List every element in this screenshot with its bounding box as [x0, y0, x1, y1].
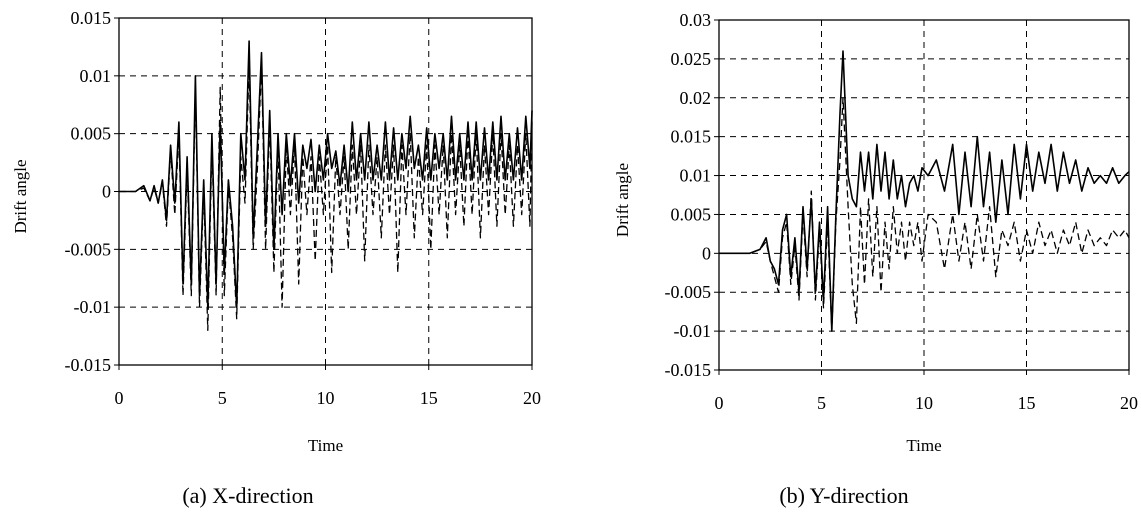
y-tick-label: -0.01 [74, 297, 112, 317]
y-tick-label: 0.01 [680, 166, 712, 186]
x-tick-label: 20 [523, 388, 541, 408]
y-tick-label: 0.03 [680, 10, 712, 30]
series-line-dashed [119, 63, 533, 331]
x-tick-label: 5 [218, 388, 227, 408]
y-tick-label: 0.015 [671, 127, 712, 147]
y-tick-label: 0.005 [671, 204, 712, 224]
x-axis-title: Time [906, 436, 941, 455]
x-tick-label: 0 [115, 388, 124, 408]
y-tick-label: -0.015 [665, 360, 712, 380]
y-tick-label: 0 [102, 182, 111, 202]
x-axis-title: Time [308, 436, 343, 455]
y-axis-title: Drift angle [11, 159, 30, 233]
x-tick-label: 5 [817, 393, 826, 413]
x-tick-label: 15 [1018, 393, 1036, 413]
x-tick-label: 0 [715, 393, 724, 413]
series-line-solid [119, 40, 533, 309]
x-tick-label: 20 [1120, 393, 1138, 413]
y-tick-label: -0.015 [65, 355, 112, 375]
caption-y-direction: (b) Y-direction [779, 483, 908, 508]
y-tick-label: 0.025 [671, 49, 712, 69]
y-axis-title: Drift angle [613, 163, 632, 237]
chart-x-direction: -0.015 -0.01 -0.005 0 0.005 0.01 0.015 0 5 10 15 20… [11, 8, 541, 455]
series-line-dashed [719, 97, 1130, 332]
y-tick-label: -0.01 [674, 321, 712, 341]
y-tick-label: 0.015 [71, 8, 112, 28]
y-tick-label: 0.005 [71, 124, 112, 144]
x-tick-label: 15 [420, 388, 438, 408]
y-tick-label: 0.02 [680, 88, 712, 108]
caption-x-direction: (a) X-direction [182, 483, 313, 508]
y-tick-label: -0.005 [65, 239, 112, 259]
series-line-solid [719, 50, 1130, 332]
y-tick-label: 0.01 [80, 66, 112, 86]
chart-y-direction: -0.015 -0.01 -0.005 0 0.005 0.01 0.015 0.02 0.02… [613, 10, 1138, 455]
y-tick-label: 0 [702, 243, 711, 263]
y-tick-label: -0.005 [665, 282, 712, 302]
x-tick-label: 10 [317, 388, 335, 408]
x-tick-label: 10 [915, 393, 933, 413]
